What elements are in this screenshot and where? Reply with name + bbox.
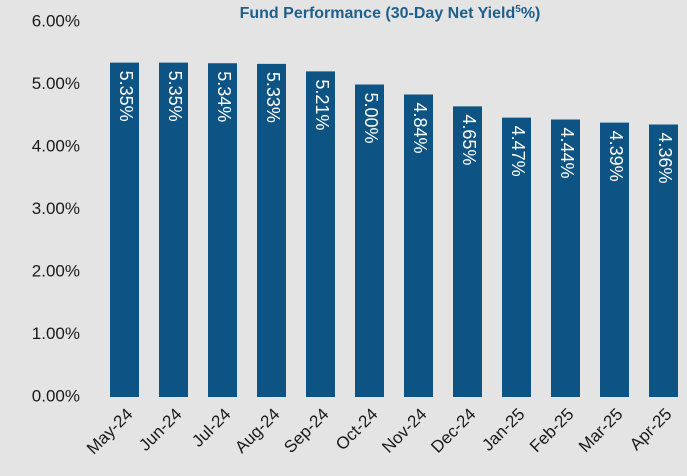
value-label: 4.65% (459, 114, 479, 165)
value-label: 5.00% (361, 93, 381, 144)
bar (502, 117, 531, 397)
value-label: 4.47% (508, 126, 528, 177)
value-label: 4.36% (655, 133, 675, 184)
y-tick-label: 4.00% (32, 136, 80, 155)
value-label: 4.39% (606, 131, 626, 182)
y-tick-label: 5.00% (32, 74, 80, 93)
chart-title: Fund Performance (30-Day Net Yield5%) (240, 4, 541, 23)
value-label: 5.21% (312, 79, 332, 130)
bar (257, 63, 286, 397)
value-label: 5.35% (116, 71, 136, 122)
y-tick-label: 2.00% (32, 261, 80, 280)
value-label: 5.33% (263, 72, 283, 123)
y-tick-label: 6.00% (32, 11, 80, 30)
y-tick-label: 1.00% (32, 324, 80, 343)
bar (551, 119, 580, 397)
y-tick-label: 3.00% (32, 199, 80, 218)
bar (453, 106, 482, 397)
bar (600, 122, 629, 397)
value-label: 5.35% (165, 71, 185, 122)
bar (404, 94, 433, 397)
y-tick-label: 0.00% (32, 386, 80, 405)
bar (159, 62, 188, 397)
bar (649, 124, 678, 397)
value-label: 4.84% (410, 103, 430, 154)
bar (306, 71, 335, 397)
value-label: 5.34% (214, 71, 234, 122)
bar (355, 84, 384, 397)
value-label: 4.44% (557, 128, 577, 179)
bar (208, 63, 237, 397)
bar (110, 62, 139, 397)
